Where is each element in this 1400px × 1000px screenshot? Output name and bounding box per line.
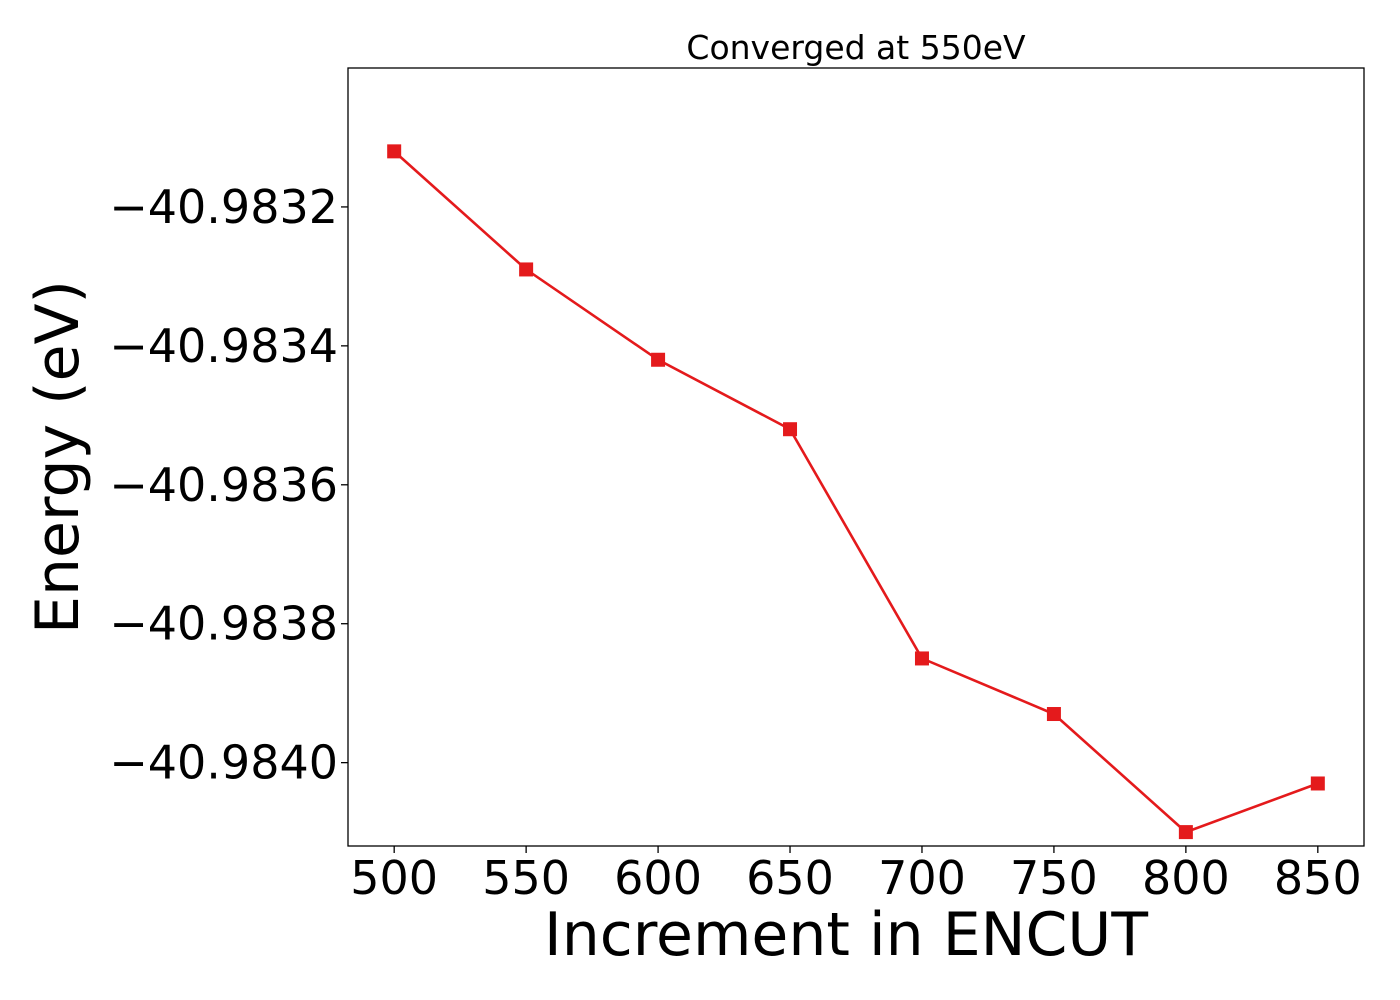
data-point-marker (1310, 776, 1325, 791)
plot-area-frame (347, 67, 1365, 847)
y-tick-label: −40.9834 (109, 319, 338, 373)
y-tick-label: −40.9840 (109, 736, 338, 790)
y-tick-label: −40.9836 (109, 458, 338, 512)
chart-title: Converged at 550eV (686, 28, 1026, 67)
x-tick-label: 500 (350, 851, 438, 905)
data-point-marker (519, 262, 534, 277)
x-tick-label: 600 (614, 851, 702, 905)
y-tick-label: −40.9838 (109, 597, 338, 651)
data-point-marker (914, 651, 929, 666)
y-axis-label: Energy (eV) (23, 280, 93, 634)
x-axis: 500 550 600 650 700 750 800 850 (350, 846, 1362, 905)
data-point-marker (1178, 825, 1193, 840)
data-point-marker (1046, 707, 1061, 722)
x-tick-label: 800 (1142, 851, 1230, 905)
y-tick-label: −40.9832 (109, 180, 338, 234)
series-line (393, 150, 1319, 834)
x-tick-label: 750 (1010, 851, 1098, 905)
x-axis-label: Increment in ENCUT (544, 900, 1148, 970)
data-point-marker (783, 422, 798, 437)
x-tick-label: 550 (482, 851, 570, 905)
y-axis: −40.9832 −40.9834 −40.9836 −40.9838 −40.9840 (109, 180, 348, 790)
x-tick-label: 700 (878, 851, 966, 905)
x-tick-label: 850 (1274, 851, 1362, 905)
series-layer (387, 144, 1325, 840)
data-point-marker (387, 144, 402, 159)
x-tick-label: 650 (746, 851, 834, 905)
data-point-marker (651, 352, 666, 367)
